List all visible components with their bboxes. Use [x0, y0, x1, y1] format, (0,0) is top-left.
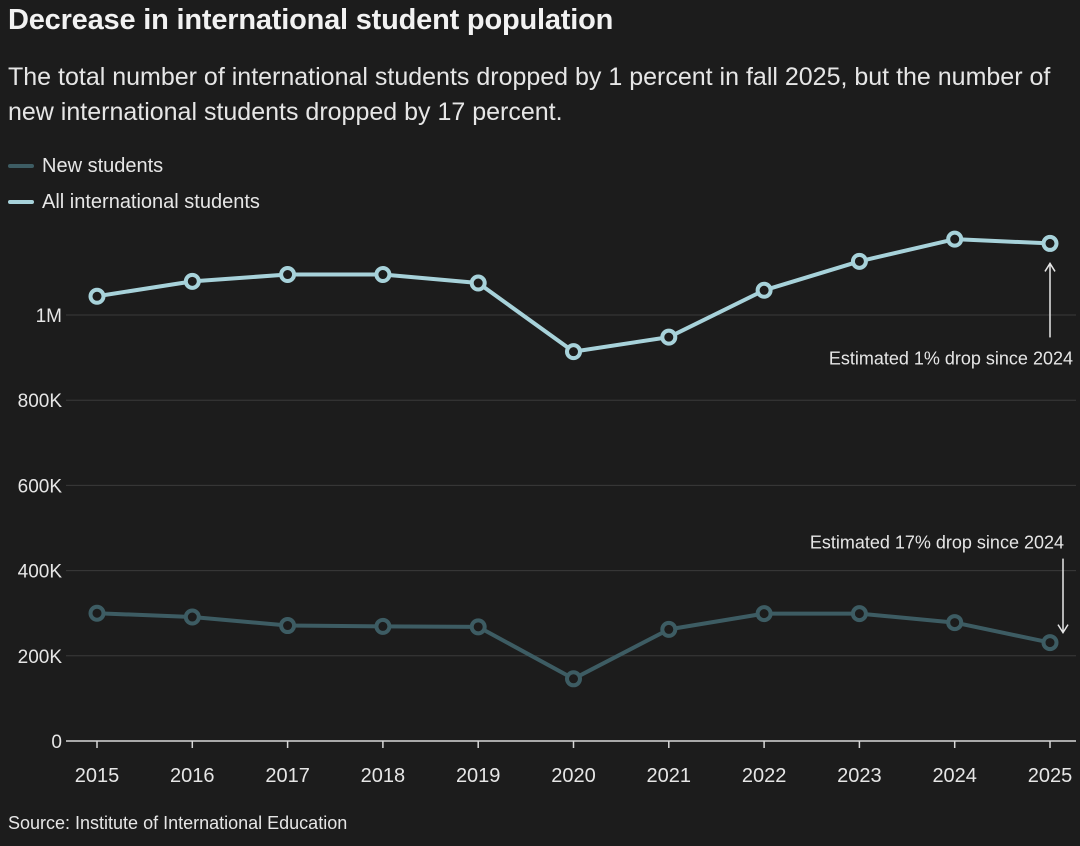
- y-tick-label: 0: [51, 732, 62, 753]
- annotation-arrow-head: [1044, 262, 1056, 272]
- data-point: [279, 266, 297, 284]
- data-point: [755, 281, 773, 299]
- x-tick-label: 2020: [551, 765, 596, 787]
- x-tick-label: 2024: [932, 765, 977, 787]
- data-point: [374, 266, 392, 284]
- data-point: [565, 343, 582, 361]
- legend: New students All international students: [8, 148, 260, 220]
- source-note: Source: Institute of International Educa…: [8, 813, 348, 833]
- x-tick-label: 2015: [75, 765, 120, 787]
- series-line-all-students: [95, 237, 1052, 354]
- y-tick-label: 600K: [18, 476, 63, 497]
- data-point: [88, 604, 106, 622]
- data-point: [850, 252, 868, 270]
- data-point: [279, 617, 297, 635]
- data-point: [183, 272, 201, 290]
- chart-title: Decrease in international student popula…: [8, 4, 614, 36]
- data-point: [374, 617, 392, 635]
- legend-item-new-students: New students: [8, 148, 260, 184]
- data-point: [946, 230, 964, 248]
- x-tick-label: 2022: [742, 765, 787, 787]
- annotation-arrow-head: [1057, 624, 1069, 635]
- data-point: [850, 605, 868, 623]
- data-point: [183, 608, 201, 626]
- data-point: [755, 605, 773, 623]
- legend-swatch-new-students: [8, 164, 34, 168]
- data-point: [469, 618, 487, 636]
- x-tick-label: 2016: [170, 765, 215, 787]
- legend-label-all-students: All international students: [42, 190, 260, 213]
- legend-item-all-students: All international students: [8, 184, 260, 220]
- data-point: [660, 328, 678, 346]
- y-tick-label: 400K: [18, 562, 63, 583]
- data-point: [565, 670, 582, 688]
- x-tick-label: 2023: [837, 765, 882, 787]
- x-tick-label: 2019: [456, 765, 501, 787]
- legend-swatch-all-students: [8, 200, 34, 204]
- legend-label-new-students: New students: [42, 154, 164, 177]
- x-tick-label: 2021: [647, 765, 692, 787]
- annotation-label-new-students: Estimated 17% drop since 2024: [810, 533, 1064, 553]
- y-tick-label: 200K: [18, 647, 63, 668]
- data-point: [1041, 634, 1059, 652]
- data-point: [946, 614, 964, 632]
- data-point: [1041, 234, 1059, 252]
- y-tick-label: 1M: [36, 306, 62, 327]
- x-tick-label: 2025: [1028, 765, 1073, 787]
- x-tick-label: 2018: [361, 765, 406, 787]
- x-tick-label: 2017: [265, 765, 310, 787]
- y-tick-label: 800K: [18, 391, 63, 412]
- data-point: [660, 620, 678, 638]
- data-point: [88, 287, 106, 305]
- series-line-new-students: [95, 611, 1052, 681]
- data-point: [469, 274, 487, 292]
- annotation-label-all-students: Estimated 1% drop since 2024: [829, 348, 1073, 368]
- chart-subtitle: The total number of international studen…: [8, 63, 1051, 126]
